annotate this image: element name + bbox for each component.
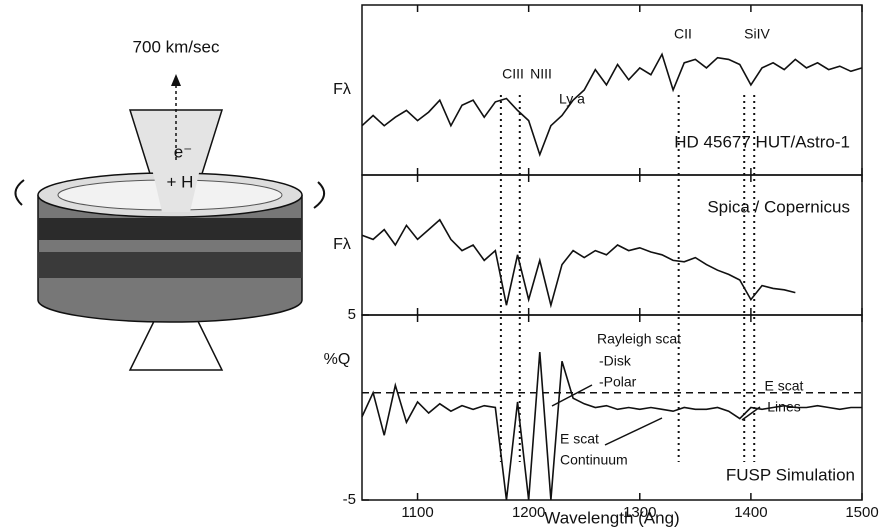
annotation: FUSP Simulation <box>726 465 855 484</box>
y-axis-label: %Q <box>324 351 351 368</box>
rotation-arrow <box>313 181 325 209</box>
x-tick-label: 1300 <box>623 504 656 521</box>
annotation: Lines <box>767 399 800 415</box>
ion-label: + H <box>167 172 194 191</box>
cone-base <box>150 160 202 212</box>
disk-diagram: 700 km/sec e⁻ + H <box>14 37 325 371</box>
annotation: HD 45677 HUT/Astro-1 <box>674 132 850 151</box>
annotation: E scat <box>560 431 599 447</box>
arrow <box>604 417 663 446</box>
velocity-label: 700 km/sec <box>133 37 220 56</box>
arrow-head <box>171 74 181 86</box>
spectrum-line <box>361 218 796 309</box>
electron-label: e⁻ <box>174 142 192 161</box>
annotation: -Disk <box>599 353 632 369</box>
x-tick-label: 1100 <box>401 504 433 521</box>
y-axis-label: Fλ <box>333 236 351 253</box>
disk-band <box>38 218 302 240</box>
annotation: -Polar <box>599 374 637 390</box>
disk-band <box>38 252 302 278</box>
panel-frame <box>361 174 863 316</box>
annotation: Rayleigh scat <box>597 331 681 347</box>
annotation: SiIV <box>744 26 770 42</box>
spectrum-line <box>361 351 862 501</box>
x-tick-label: 1200 <box>512 504 545 521</box>
x-tick-label: 1500 <box>845 504 878 521</box>
spectrum-line <box>361 52 863 157</box>
y-tick-label: -5 <box>343 491 356 508</box>
y-axis-label: Fλ <box>333 81 351 98</box>
rotation-arrow <box>14 179 25 206</box>
annotation: Continuum <box>560 452 628 468</box>
annotation: E scat <box>765 378 804 394</box>
annotation: NIII <box>530 66 552 82</box>
annotation: Spica / Copernicus <box>707 197 850 216</box>
annotation: Ly a <box>559 91 585 107</box>
y-tick-label: 5 <box>348 306 356 323</box>
x-tick-label: 1400 <box>734 504 767 521</box>
annotation: CII <box>674 26 692 42</box>
x-axis-label: Wavelength (Ang) <box>544 508 679 527</box>
annotation: CIII <box>502 66 524 82</box>
